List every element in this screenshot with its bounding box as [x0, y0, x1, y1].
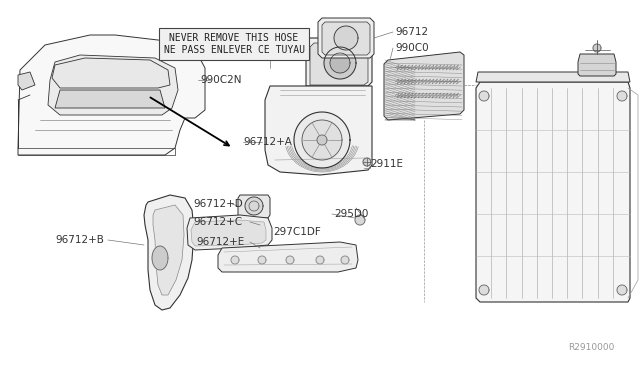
Text: 297C1DF: 297C1DF — [273, 227, 321, 237]
Text: NEVER REMOVE THIS HOSE
NE PASS ENLEVER CE TUYAU: NEVER REMOVE THIS HOSE NE PASS ENLEVER C… — [163, 33, 305, 55]
Polygon shape — [324, 47, 356, 79]
Text: 96712+C: 96712+C — [193, 217, 242, 227]
Polygon shape — [265, 86, 372, 175]
Text: 990C0: 990C0 — [395, 43, 429, 53]
Polygon shape — [317, 135, 327, 145]
Polygon shape — [55, 90, 165, 108]
Polygon shape — [479, 285, 489, 295]
Polygon shape — [238, 195, 270, 218]
Polygon shape — [330, 53, 350, 73]
Text: 295D0: 295D0 — [334, 209, 369, 219]
Polygon shape — [18, 72, 35, 90]
Polygon shape — [294, 112, 350, 168]
Polygon shape — [187, 215, 272, 250]
Polygon shape — [310, 43, 368, 85]
Polygon shape — [617, 285, 627, 295]
Polygon shape — [617, 91, 627, 101]
Polygon shape — [218, 242, 358, 272]
Polygon shape — [48, 55, 178, 115]
Polygon shape — [286, 256, 294, 264]
Polygon shape — [318, 18, 374, 58]
Polygon shape — [245, 197, 263, 215]
Polygon shape — [578, 54, 616, 76]
Polygon shape — [302, 120, 342, 160]
Polygon shape — [152, 246, 168, 270]
Polygon shape — [144, 195, 194, 310]
Text: 96712+A: 96712+A — [243, 137, 292, 147]
Text: 96712+B: 96712+B — [55, 235, 104, 245]
Text: 2911E: 2911E — [370, 159, 403, 169]
Polygon shape — [153, 205, 184, 295]
Text: R2910000: R2910000 — [568, 343, 614, 353]
Polygon shape — [476, 82, 630, 302]
Text: 96712+E: 96712+E — [196, 237, 244, 247]
Polygon shape — [258, 256, 266, 264]
Polygon shape — [363, 158, 371, 166]
Polygon shape — [341, 256, 349, 264]
Polygon shape — [231, 256, 239, 264]
Polygon shape — [476, 72, 630, 82]
Text: 96712+D: 96712+D — [193, 199, 243, 209]
Polygon shape — [52, 58, 170, 88]
Polygon shape — [306, 38, 372, 86]
Polygon shape — [384, 52, 464, 120]
Polygon shape — [191, 220, 266, 246]
Polygon shape — [316, 256, 324, 264]
Polygon shape — [18, 35, 205, 155]
Text: 990C2N: 990C2N — [200, 75, 241, 85]
Polygon shape — [334, 26, 358, 50]
Text: 96712: 96712 — [395, 27, 428, 37]
Polygon shape — [479, 91, 489, 101]
Polygon shape — [593, 44, 601, 52]
Polygon shape — [355, 215, 365, 225]
Polygon shape — [322, 22, 370, 55]
